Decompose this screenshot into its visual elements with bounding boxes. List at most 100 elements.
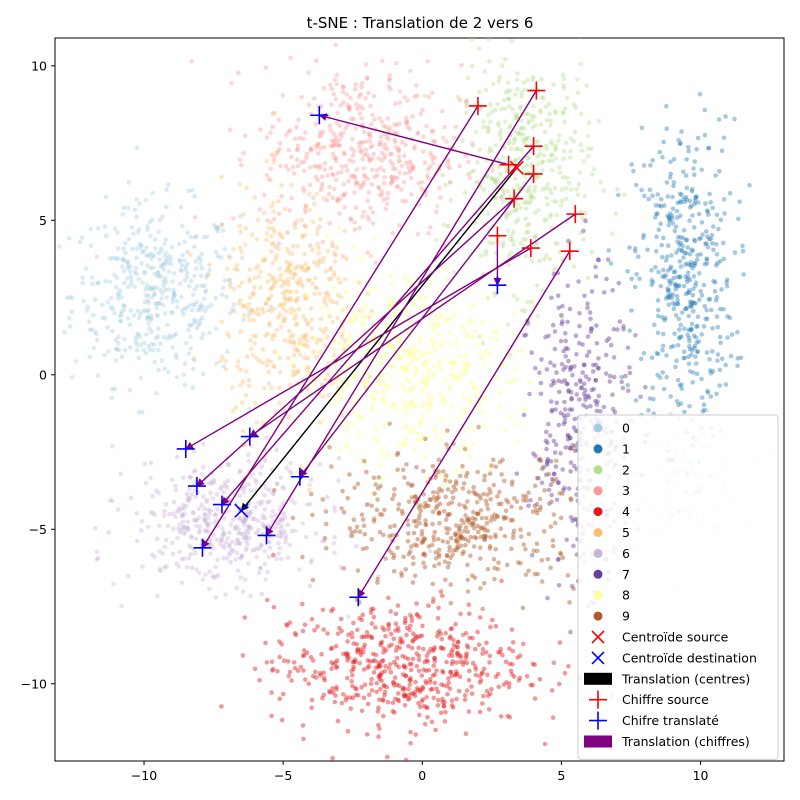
data-point [252,285,257,290]
data-point [451,637,456,643]
data-point [239,553,245,559]
cluster-5 [188,110,378,493]
data-point [331,91,337,97]
data-point [430,599,436,604]
data-point [158,248,164,254]
data-point [409,192,414,197]
data-point [285,230,290,235]
data-point [566,238,571,244]
data-point [679,192,684,198]
data-point [292,271,298,277]
data-point [660,347,665,353]
data-point [264,237,269,243]
data-point [241,535,246,541]
data-point [369,404,375,410]
data-point [673,284,678,289]
data-point [195,283,200,289]
data-point [292,265,298,271]
data-point [332,346,337,352]
data-point [478,678,484,683]
data-point [144,245,149,251]
data-point [333,643,339,649]
data-point [361,645,367,650]
data-point [218,358,224,364]
data-point [440,135,446,141]
data-point [562,86,567,91]
data-point [496,404,502,410]
data-point [391,636,397,641]
data-point [204,497,210,503]
data-point [236,526,241,532]
data-point [271,363,277,369]
data-point [238,575,243,580]
data-point [676,283,682,288]
data-point [394,407,400,413]
data-point [138,528,144,533]
data-point [245,452,251,457]
data-point [334,142,340,148]
data-point [162,287,168,293]
data-point [168,261,174,267]
data-point [568,148,573,154]
data-point [163,501,169,507]
data-point [689,299,695,305]
data-point [375,173,380,178]
data-point [478,184,483,190]
data-point [139,261,144,266]
data-point [578,142,584,148]
data-point [189,565,195,571]
data-point [548,399,554,404]
data-point [334,665,339,671]
data-point [170,540,175,546]
data-point [392,175,398,180]
data-point [222,545,227,551]
data-point [270,260,276,266]
data-point [335,292,341,298]
data-point [379,192,385,198]
data-point [530,661,536,667]
data-point [191,469,197,475]
data-point [409,615,414,620]
data-point [405,697,411,702]
data-point [232,525,238,530]
data-point [329,645,335,651]
data-point [424,658,430,663]
data-point [465,499,470,504]
data-point [536,207,541,213]
data-point [666,215,672,221]
data-point [178,267,184,273]
data-point [534,548,540,554]
data-point [527,221,532,227]
data-point [690,293,696,298]
data-point [281,278,287,284]
data-point [647,396,653,401]
data-point [277,266,283,272]
data-point [425,659,431,664]
data-point [393,621,399,627]
data-point [325,290,330,296]
data-point [510,535,516,541]
data-point [601,290,607,295]
data-point [388,524,393,530]
data-point [395,467,400,473]
data-point [250,352,256,358]
data-point [199,315,205,321]
data-point [187,486,192,492]
data-point [416,431,421,437]
data-point [248,338,253,343]
data-point [463,99,469,104]
data-point [132,269,138,275]
data-point [679,386,685,392]
data-point [350,137,355,142]
data-point [443,630,449,636]
data-point [665,288,671,294]
data-point [590,369,596,374]
data-point [328,143,334,149]
data-point [314,285,320,291]
data-point [383,124,389,130]
data-point [566,180,572,186]
data-point [451,135,457,141]
data-point [400,347,405,353]
y-tick-label: −10 [21,676,47,691]
data-point [346,105,352,111]
